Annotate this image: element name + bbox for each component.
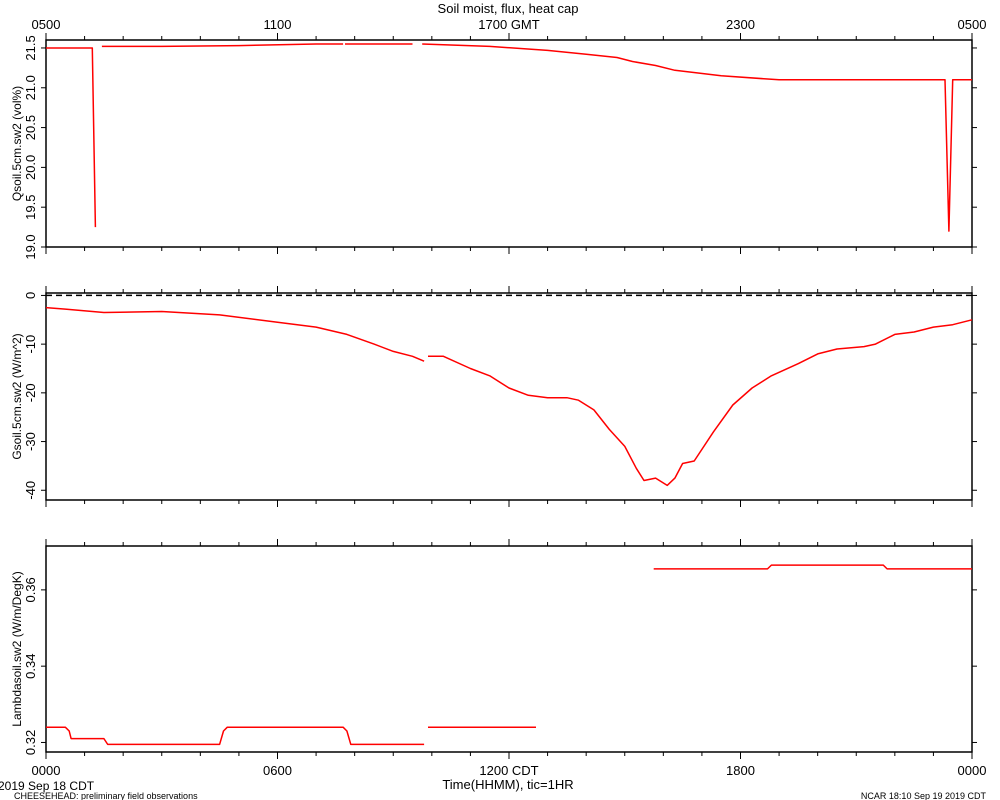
bottom-axis-tick-labels: 0000 0600 1200 CDT 1800 0000 xyxy=(32,763,987,778)
top-axis-tick-label: 1100 xyxy=(264,17,292,32)
x-axis-label: Time(HHMM), tic=1HR xyxy=(442,777,573,792)
series-line xyxy=(653,564,972,570)
top-axis-tick-label: 1700 GMT xyxy=(478,17,539,32)
top-axis-tick-label: 0500 xyxy=(958,17,987,32)
plot-frame xyxy=(45,545,973,753)
top-axis-tick-label: 0500 xyxy=(32,17,61,32)
series-line xyxy=(46,726,425,746)
bottom-axis-tick-label: 1800 xyxy=(726,763,755,778)
series-line xyxy=(422,43,972,232)
series-line xyxy=(428,319,973,487)
bottom-axis-tick-label: 0000 xyxy=(958,763,987,778)
chart-panel-1: 19.0 19.5 20.0 20.5 21.0 21.5 Qsoil.5cm.sw2 (v… xyxy=(10,33,977,260)
y-tick-label: 0.34 xyxy=(23,654,38,679)
bottom-axis-tick-label: 0600 xyxy=(263,763,292,778)
plot-frame xyxy=(45,39,973,248)
y-tick-label: 20.5 xyxy=(23,115,38,140)
footer-project: CHEESEHEAD: preliminary field observatio… xyxy=(14,791,198,800)
y-tick-label: 21.0 xyxy=(23,75,38,100)
chart-title: Soil moist, flux, heat cap xyxy=(438,1,579,16)
y-axis-label: Lambdasoil.sw2 (W/m/DegK) xyxy=(10,571,24,726)
series-line xyxy=(101,43,344,48)
y-tick-label: -10 xyxy=(23,335,38,354)
y-tick-label: 0 xyxy=(23,292,38,299)
y-tick-label: 20.0 xyxy=(23,155,38,180)
chart-panel-2: 0 -10 -20 -30 -40 Gsoil.5cm.sw2 (W/m^2) xyxy=(10,286,977,507)
y-tick-label: 21.5 xyxy=(23,35,38,60)
y-axis-label: Gsoil.5cm.sw2 (W/m^2) xyxy=(10,333,24,459)
series-line xyxy=(45,306,425,362)
bottom-axis-tick-label: 0000 xyxy=(32,763,61,778)
bottom-axis-tick-label: 1200 CDT xyxy=(479,763,538,778)
chart-panels: 19.0 19.5 20.0 20.5 21.0 21.5 Qsoil.5cm.sw2 (v… xyxy=(10,33,977,759)
series-line xyxy=(46,47,97,228)
top-axis-tick-labels: 0500 1100 1700 GMT 2300 0500 xyxy=(32,17,987,32)
y-tick-label: -40 xyxy=(23,481,38,500)
plot-frame xyxy=(45,292,973,501)
y-tick-label: 0.32 xyxy=(23,730,38,755)
y-tick-label: -20 xyxy=(23,383,38,402)
y-tick-label: 19.5 xyxy=(23,195,38,220)
y-tick-label: 19.0 xyxy=(23,234,38,259)
footer-date: 2019 Sep 18 CDT xyxy=(0,779,95,793)
top-axis-tick-label: 2300 xyxy=(726,17,755,32)
y-tick-label: -30 xyxy=(23,432,38,451)
footer-stamp: NCAR 18:10 Sep 19 2019 CDT xyxy=(861,791,987,800)
y-axis-label: Qsoil.5cm.sw2 (vol%) xyxy=(10,86,24,201)
y-tick-label: 0.36 xyxy=(23,577,38,602)
